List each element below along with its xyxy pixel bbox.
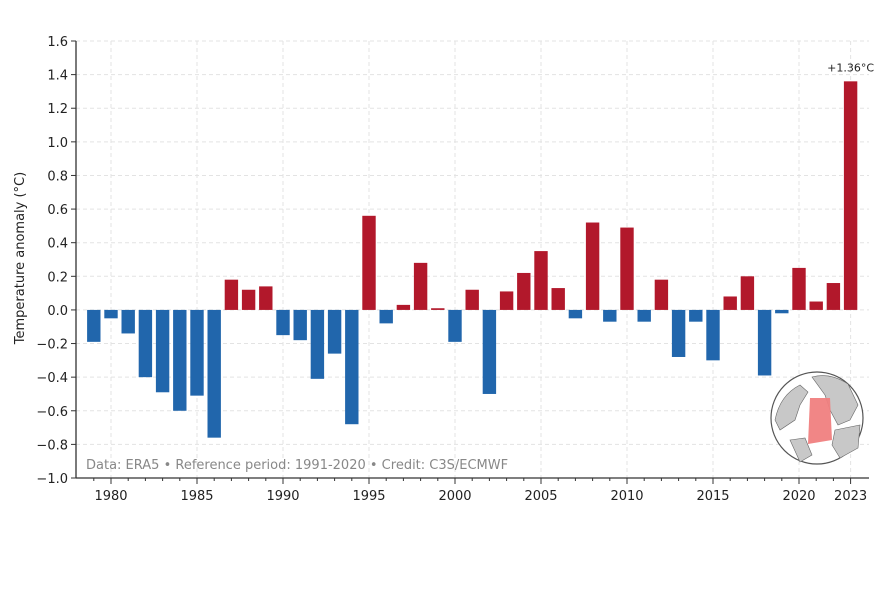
bars <box>87 81 858 438</box>
y-tick-label: 1.0 <box>47 136 68 151</box>
y-tick-label: 0.4 <box>47 237 68 252</box>
bar-2019 <box>775 309 789 314</box>
y-tick-label: −0.2 <box>36 338 68 353</box>
x-tick-label: 2023 <box>834 489 867 504</box>
bar-2021 <box>809 301 823 310</box>
y-tick-label: 0.8 <box>47 169 68 184</box>
bar-2002 <box>482 309 497 394</box>
bar-1979 <box>87 309 101 342</box>
bar-2005 <box>534 251 548 310</box>
bar-1995 <box>362 215 376 310</box>
bar-2008 <box>585 222 600 310</box>
bar-2013 <box>671 309 686 357</box>
bar-1996 <box>379 309 393 324</box>
bar-1983 <box>155 309 170 393</box>
y-tick-label: −0.4 <box>36 371 68 386</box>
bar-1984 <box>173 309 187 411</box>
x-axis: 1980 1985 1990 1995 2000 2005 2010 2015 2020 2023 <box>76 477 869 504</box>
bar-1987 <box>224 279 239 310</box>
bar-1994 <box>345 309 359 425</box>
bar-2022 <box>826 283 841 310</box>
bar-2000 <box>448 309 462 342</box>
bar-2009 <box>603 309 617 322</box>
x-tick-label: 2005 <box>524 489 557 504</box>
y-tick-label: −0.8 <box>36 438 68 453</box>
credit-text: Data: ERA5 • Reference period: 1991-2020… <box>86 458 508 473</box>
y-tick-label: 0.0 <box>47 304 68 319</box>
y-axis-label: Temperature anomaly (°C) <box>13 172 28 345</box>
x-tick-label: 1985 <box>180 489 213 504</box>
bar-1990 <box>276 309 290 336</box>
x-tick-label: 2020 <box>782 489 815 504</box>
y-tick-label: −1.0 <box>36 472 68 487</box>
grid-lines <box>76 40 869 479</box>
bar-2017 <box>740 276 755 310</box>
y-tick-label: 1.2 <box>47 102 68 117</box>
x-tick-label: 1980 <box>94 489 127 504</box>
y-tick-label: 0.2 <box>47 270 68 285</box>
x-tick-label: 1995 <box>352 489 385 504</box>
bar-2006 <box>551 288 565 310</box>
bar-2016 <box>723 296 737 310</box>
bar-1988 <box>241 289 256 310</box>
bar-1986 <box>207 309 221 438</box>
bar-1991 <box>293 309 307 341</box>
bar-2007 <box>568 309 583 319</box>
bar-2020 <box>792 267 806 310</box>
bar-1985 <box>190 309 204 396</box>
y-axis: 1.6 1.4 1.2 1.0 0.8 0.6 0.4 0.2 0.0 −0.2 −0.4 −0.6 −… <box>36 35 77 487</box>
y-tick-label: 1.6 <box>47 35 68 50</box>
bar-1999 <box>431 308 445 310</box>
globe-region-icon <box>770 371 864 465</box>
bar-2011 <box>637 309 651 322</box>
x-tick-label: 2000 <box>438 489 471 504</box>
bar-1998 <box>413 262 428 310</box>
bar-1980 <box>104 309 118 319</box>
bar-2023 <box>843 81 858 310</box>
annotation-2023: +1.36°C <box>827 61 874 74</box>
y-tick-label: −0.6 <box>36 405 68 420</box>
bar-1989 <box>259 286 273 310</box>
x-tick-label: 1990 <box>266 489 299 504</box>
y-tick-label: 1.4 <box>47 69 68 84</box>
bar-1981 <box>121 309 135 334</box>
x-tick-label: 2015 <box>696 489 729 504</box>
bar-2004 <box>517 272 531 310</box>
bar-2001 <box>465 289 479 310</box>
bar-2012 <box>654 279 669 310</box>
bar-2003 <box>499 291 514 310</box>
bar-1997 <box>396 304 411 310</box>
bar-2010 <box>620 227 634 310</box>
bar-1993 <box>327 309 342 354</box>
x-tick-label: 2010 <box>610 489 643 504</box>
bar-2015 <box>706 309 720 361</box>
bar-1982 <box>138 309 153 378</box>
bar-1992 <box>310 309 325 379</box>
bar-2018 <box>757 309 772 376</box>
bar-2014 <box>689 309 703 322</box>
y-tick-label: 0.6 <box>47 203 68 218</box>
